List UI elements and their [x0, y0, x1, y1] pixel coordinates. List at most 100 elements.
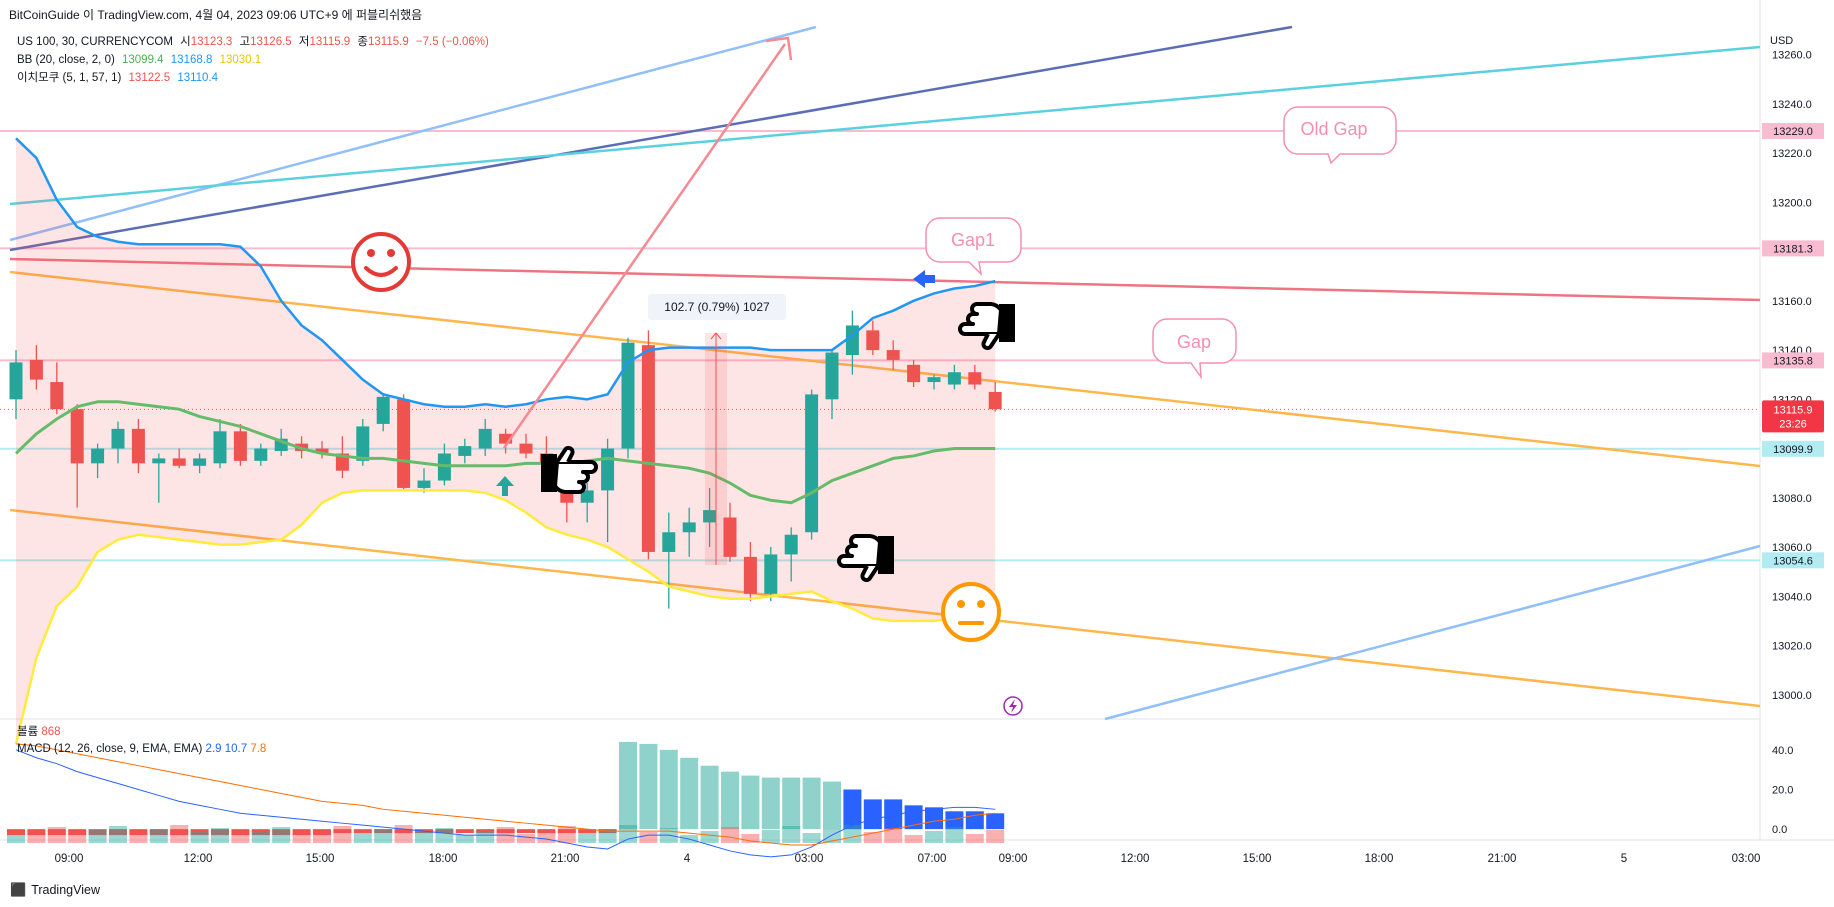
time-tick-label: 15:00 [306, 853, 335, 865]
volume-bar [435, 828, 454, 843]
bb-label[interactable]: BB (20, close, 2, 0) [17, 54, 115, 66]
level-tag-label: 13135.8 [1773, 355, 1813, 367]
volume-bar [925, 831, 943, 843]
macd-hist-bar [88, 829, 107, 836]
high-label: 고 [239, 36, 251, 48]
macd-hist-bar [578, 829, 597, 834]
candle-body [907, 364, 921, 383]
volume-label[interactable]: 볼륨 [17, 726, 39, 738]
macd-hist-bar [761, 777, 780, 830]
macd-hist-bar [455, 829, 474, 834]
macd-hist-bar [639, 743, 658, 830]
candle-body [193, 458, 207, 466]
gap1-label: Gap1 [951, 230, 995, 250]
price-tick-label: 13080.0 [1772, 493, 1812, 505]
trendline-light-blue-top [9, 25, 817, 242]
macd-hist-bar [557, 829, 576, 834]
bb-upper-line [15, 137, 996, 408]
macd-hist-bar [68, 829, 87, 836]
macd-hist-bar [149, 829, 168, 836]
volume-bar [170, 825, 189, 843]
tradingview-brand: TradingView [31, 883, 100, 897]
close-value: 13115.9 [368, 36, 409, 48]
measure-label-box [648, 294, 786, 320]
volume-bar [27, 831, 46, 843]
trendline-red [9, 257, 1761, 302]
volume-bar [945, 827, 964, 843]
macd-legend: 볼륨 868 MACD (12, 26, close, 9, EMA, EMA)… [17, 724, 266, 758]
candle-body [233, 431, 247, 461]
macd-hist-bar [965, 811, 984, 830]
macd-hist-bar [843, 789, 862, 830]
volume-bar [863, 832, 882, 843]
macd-hist-bar [782, 777, 801, 830]
target-arrow [502, 43, 787, 449]
volume-bar [7, 835, 25, 843]
macd-label[interactable]: MACD (12, 26, close, 9, EMA, EMA) [17, 743, 203, 755]
countdown-label: 23:26 [1779, 418, 1807, 430]
candle-body [50, 382, 64, 410]
macd-hist-bar [109, 829, 127, 836]
level-tag-label: 13099.9 [1773, 444, 1813, 456]
tradingview-footer[interactable]: ⬛ TradingView [10, 882, 100, 898]
macd-hist-bar [925, 807, 943, 830]
volume-bar [109, 826, 127, 843]
candle-body [825, 352, 839, 400]
volume-bar [639, 832, 658, 843]
macd-hist-bar [353, 829, 372, 834]
candle-body [519, 443, 533, 454]
lightning-icon[interactable] [1003, 696, 1023, 716]
macd-hist-bar [945, 811, 964, 830]
volume-bar [802, 833, 821, 843]
candle-body [376, 396, 390, 424]
volume-bar [965, 834, 984, 843]
pointing-hand-icon [837, 534, 894, 582]
volume-bar [415, 832, 433, 843]
macd-hist-bar [211, 829, 229, 836]
bb-basis-value: 13099.4 [122, 54, 164, 66]
volume-bar [741, 834, 760, 843]
current-price-label: 13115.9 [1774, 404, 1813, 416]
level-tag [1762, 552, 1824, 569]
volume-bar [251, 831, 270, 843]
current-price-tag [1762, 400, 1824, 433]
macd-hist-bar [476, 829, 495, 834]
gap-callout: Gap [1152, 318, 1237, 380]
old-gap-label: Old Gap [1300, 119, 1367, 139]
bb-basis-line [14, 400, 996, 505]
volume-bar [129, 833, 148, 843]
publish-header: BitCoinGuide 이 TradingView.com, 4월 04, 2… [9, 8, 423, 22]
macd-hist-bar [435, 829, 454, 834]
candle-body [580, 490, 594, 503]
left-arrow-icon [913, 270, 935, 288]
candle-body [784, 534, 798, 555]
macd-hist-bar [884, 799, 903, 830]
volume-bar [272, 827, 291, 843]
time-tick-label: 15:00 [1243, 853, 1272, 865]
old-gap-callout: Old Gap [1283, 106, 1397, 165]
smiley-orange-icon [941, 582, 1001, 642]
ichimoku-label[interactable]: 이치모쿠 (5, 1, 57, 1) [17, 72, 122, 84]
gap-label: Gap [1177, 332, 1211, 352]
price-tick-label: 13260.0 [1772, 50, 1812, 62]
candle-body [886, 350, 900, 360]
macd-hist-bar [231, 829, 250, 836]
macd-hist-bar [537, 829, 556, 834]
candle-body [91, 448, 105, 464]
candle-body [764, 554, 778, 594]
measure-label: 102.7 (0.79%) 1027 [664, 300, 770, 314]
volume-bar [782, 826, 801, 843]
macd-hist-bar [190, 829, 209, 836]
open-value: 13123.3 [190, 36, 233, 48]
candle-body [866, 330, 880, 351]
macd-hist-bar [496, 829, 515, 834]
volume-bar [598, 829, 617, 843]
symbol-label[interactable]: US 100, 30, CURRENCYCOM [17, 36, 173, 48]
trendline-navy [9, 25, 1293, 252]
macd-hist-bar [700, 765, 719, 830]
volume-bar [721, 827, 739, 843]
candle-body [947, 372, 961, 385]
volume-bar [394, 825, 413, 843]
smiley-red-icon [351, 232, 411, 292]
volume-bar [700, 831, 719, 843]
